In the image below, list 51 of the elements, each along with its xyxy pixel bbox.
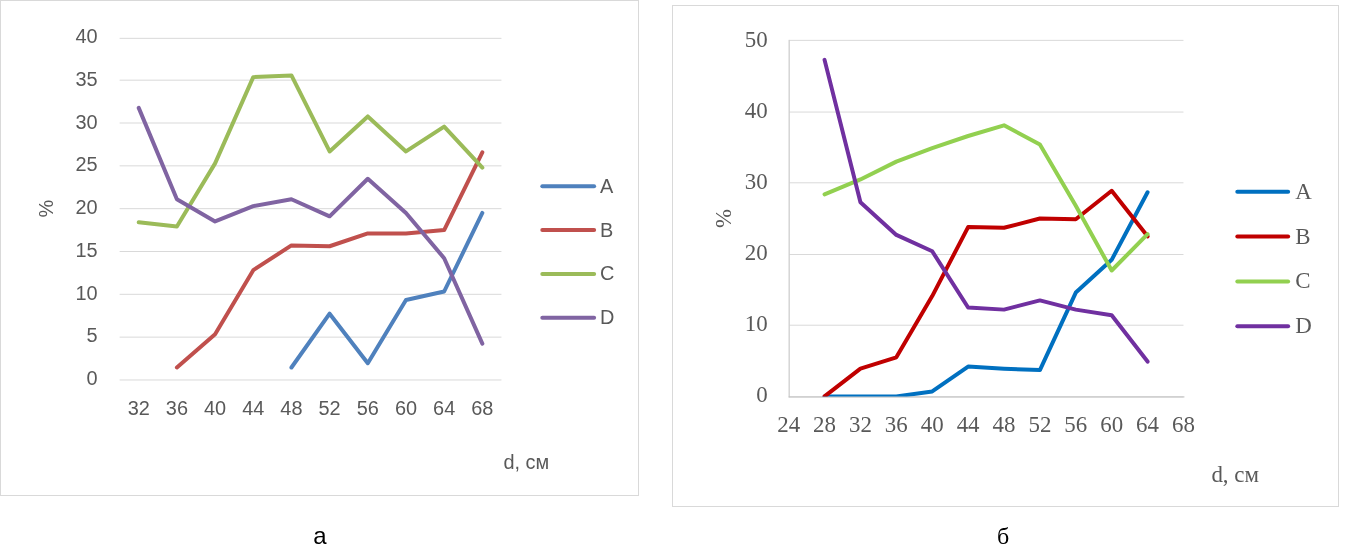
x-axis-title: d, см bbox=[503, 450, 550, 473]
x-tick-label: 24 bbox=[777, 412, 801, 438]
x-tick-label: 64 bbox=[1136, 412, 1160, 438]
legend-label: C bbox=[1295, 268, 1311, 294]
x-tick-label: 60 bbox=[1100, 412, 1124, 438]
x-tick-label: 68 bbox=[471, 396, 494, 419]
y-axis-title: % bbox=[710, 209, 736, 229]
x-tick-label: 48 bbox=[280, 396, 303, 419]
x-tick-label: 44 bbox=[242, 396, 265, 419]
y-tick-label: 15 bbox=[75, 238, 98, 261]
y-tick-label: 40 bbox=[744, 97, 768, 123]
x-tick-label: 32 bbox=[127, 396, 150, 419]
x-tick-label: 44 bbox=[956, 412, 981, 438]
y-tick-label: 35 bbox=[75, 68, 98, 91]
y-tick-label: 20 bbox=[75, 196, 98, 219]
x-tick-label: 60 bbox=[394, 396, 418, 419]
y-tick-label: 10 bbox=[75, 281, 98, 304]
x-tick-label: 56 bbox=[1064, 412, 1088, 438]
y-tick-label: 0 bbox=[86, 366, 98, 389]
y-tick-label: 30 bbox=[744, 169, 768, 194]
x-tick-label: 68 bbox=[1172, 412, 1195, 438]
y-tick-label: 40 bbox=[75, 25, 98, 48]
y-tick-label: 10 bbox=[744, 311, 768, 337]
x-tick-label: 28 bbox=[813, 412, 836, 438]
legend-label: A bbox=[1295, 178, 1313, 204]
x-tick-label: 40 bbox=[920, 412, 944, 438]
legend-label: B bbox=[600, 218, 614, 241]
legend-label: D bbox=[600, 306, 615, 329]
x-axis-title: d, см bbox=[1211, 462, 1259, 488]
text: б bbox=[996, 523, 1010, 548]
x-tick-label: 56 bbox=[356, 396, 379, 419]
x-tick-label: 52 bbox=[318, 396, 341, 419]
x-tick-label: 36 bbox=[165, 396, 188, 419]
y-axis-title: % bbox=[35, 199, 58, 218]
y-tick-label: 50 bbox=[744, 26, 768, 52]
x-tick-label: 40 bbox=[203, 396, 227, 419]
x-tick-label: 48 bbox=[992, 412, 1016, 438]
x-tick-label: 52 bbox=[1028, 412, 1052, 438]
y-tick-label: 25 bbox=[75, 153, 98, 176]
y-tick-label: 20 bbox=[744, 240, 768, 266]
y-tick-label: 30 bbox=[75, 110, 98, 133]
legend-label: C bbox=[600, 262, 615, 285]
x-tick-label: 36 bbox=[884, 412, 908, 438]
x-tick-label: 64 bbox=[433, 396, 456, 419]
legend-label: D bbox=[1295, 313, 1312, 339]
text: а bbox=[313, 522, 327, 548]
legend-label: A bbox=[600, 174, 615, 197]
x-tick-label: 32 bbox=[848, 412, 872, 438]
y-tick-label: 0 bbox=[756, 382, 768, 408]
y-tick-label: 5 bbox=[86, 324, 98, 347]
legend-label: B bbox=[1295, 223, 1311, 249]
